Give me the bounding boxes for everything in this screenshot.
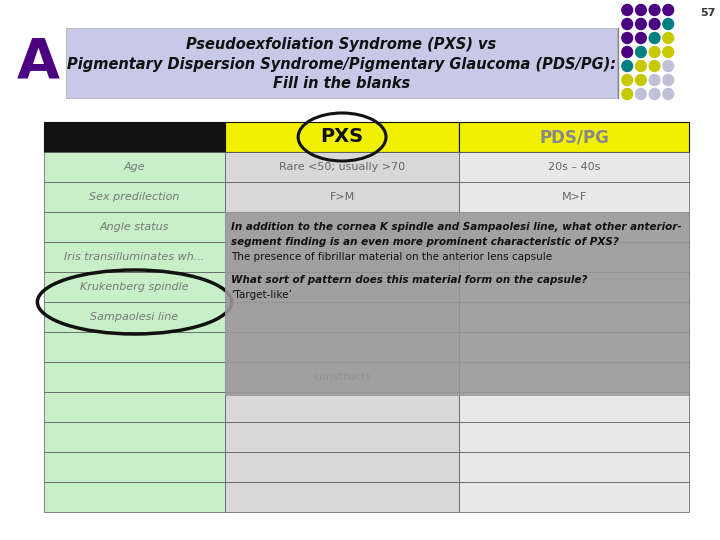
Text: A: A xyxy=(17,35,60,89)
Circle shape xyxy=(636,32,647,44)
Circle shape xyxy=(622,46,633,57)
Circle shape xyxy=(663,32,674,44)
FancyBboxPatch shape xyxy=(459,452,689,482)
FancyBboxPatch shape xyxy=(225,122,459,152)
Text: Angle status: Angle status xyxy=(100,222,169,232)
FancyBboxPatch shape xyxy=(459,362,689,392)
Text: segment finding is an even more prominent characteristic of PXS?: segment finding is an even more prominen… xyxy=(230,237,618,247)
Text: Pseudoexfoliation Syndrome (PXS) vs: Pseudoexfoliation Syndrome (PXS) vs xyxy=(186,37,497,51)
FancyBboxPatch shape xyxy=(225,332,459,362)
FancyBboxPatch shape xyxy=(459,242,689,272)
FancyBboxPatch shape xyxy=(225,362,459,392)
Text: ‘Target-like’: ‘Target-like’ xyxy=(230,290,292,300)
FancyBboxPatch shape xyxy=(44,302,225,332)
Circle shape xyxy=(663,4,674,16)
Circle shape xyxy=(649,46,660,57)
FancyBboxPatch shape xyxy=(44,152,225,182)
Circle shape xyxy=(649,89,660,99)
FancyBboxPatch shape xyxy=(459,152,689,182)
FancyBboxPatch shape xyxy=(44,212,225,242)
Text: M>F: M>F xyxy=(562,192,587,202)
FancyBboxPatch shape xyxy=(459,212,689,242)
Circle shape xyxy=(636,4,647,16)
Circle shape xyxy=(663,75,674,85)
FancyBboxPatch shape xyxy=(44,362,225,392)
Text: PDS/PG: PDS/PG xyxy=(539,128,609,146)
Circle shape xyxy=(649,32,660,44)
FancyBboxPatch shape xyxy=(225,482,459,512)
Text: Pigmentary Dispersion Syndrome/Pigmentary Glaucoma (PDS/PG):: Pigmentary Dispersion Syndrome/Pigmentar… xyxy=(67,57,616,71)
Text: F>M: F>M xyxy=(330,192,355,202)
FancyBboxPatch shape xyxy=(44,482,225,512)
FancyBboxPatch shape xyxy=(225,422,459,452)
Text: Rare <50; usually >70: Rare <50; usually >70 xyxy=(279,162,405,172)
Circle shape xyxy=(649,60,660,71)
FancyBboxPatch shape xyxy=(225,392,459,422)
Text: Iris transilluminates wh...: Iris transilluminates wh... xyxy=(64,252,204,262)
FancyBboxPatch shape xyxy=(225,452,459,482)
Text: 57: 57 xyxy=(700,8,715,18)
Circle shape xyxy=(622,89,633,99)
Text: PXS: PXS xyxy=(320,127,364,146)
Circle shape xyxy=(663,60,674,71)
Circle shape xyxy=(636,60,647,71)
Circle shape xyxy=(663,89,674,99)
Text: Fill in the blanks: Fill in the blanks xyxy=(273,77,410,91)
Text: In addition to the cornea K spindle and Sampaolesi line, what other anterior-: In addition to the cornea K spindle and … xyxy=(230,222,681,232)
Text: Sex predilection: Sex predilection xyxy=(89,192,180,202)
FancyBboxPatch shape xyxy=(44,392,225,422)
FancyBboxPatch shape xyxy=(44,332,225,362)
Circle shape xyxy=(622,4,633,16)
FancyBboxPatch shape xyxy=(459,482,689,512)
FancyBboxPatch shape xyxy=(459,122,689,152)
Circle shape xyxy=(663,46,674,57)
Circle shape xyxy=(622,18,633,30)
FancyBboxPatch shape xyxy=(459,332,689,362)
Text: The presence of fibrillar material on the anterior lens capsule: The presence of fibrillar material on th… xyxy=(230,252,552,262)
FancyBboxPatch shape xyxy=(44,452,225,482)
Circle shape xyxy=(649,75,660,85)
FancyBboxPatch shape xyxy=(44,242,225,272)
FancyBboxPatch shape xyxy=(225,242,459,272)
Text: constructs: constructs xyxy=(313,372,371,382)
Circle shape xyxy=(636,46,647,57)
FancyBboxPatch shape xyxy=(459,272,689,302)
FancyBboxPatch shape xyxy=(225,272,459,302)
FancyBboxPatch shape xyxy=(459,182,689,212)
FancyBboxPatch shape xyxy=(225,212,459,242)
FancyBboxPatch shape xyxy=(225,182,459,212)
FancyBboxPatch shape xyxy=(225,302,459,332)
Circle shape xyxy=(636,89,647,99)
Text: What sort of pattern does this material form on the capsule?: What sort of pattern does this material … xyxy=(230,275,587,285)
FancyBboxPatch shape xyxy=(225,152,459,182)
Circle shape xyxy=(649,4,660,16)
Text: Krukenberg spindle: Krukenberg spindle xyxy=(80,282,189,292)
Circle shape xyxy=(622,60,633,71)
Text: 20s – 40s: 20s – 40s xyxy=(548,162,600,172)
FancyBboxPatch shape xyxy=(459,302,689,332)
Circle shape xyxy=(649,18,660,30)
Circle shape xyxy=(636,18,647,30)
Circle shape xyxy=(622,32,633,44)
FancyBboxPatch shape xyxy=(44,122,225,152)
Circle shape xyxy=(636,75,647,85)
Text: Sampaolesi line: Sampaolesi line xyxy=(91,312,179,322)
Circle shape xyxy=(622,75,633,85)
FancyBboxPatch shape xyxy=(459,392,689,422)
FancyBboxPatch shape xyxy=(44,272,225,302)
FancyBboxPatch shape xyxy=(225,212,689,396)
FancyBboxPatch shape xyxy=(66,28,618,98)
FancyBboxPatch shape xyxy=(44,182,225,212)
Text: Age: Age xyxy=(124,162,145,172)
FancyBboxPatch shape xyxy=(459,422,689,452)
FancyBboxPatch shape xyxy=(44,422,225,452)
Circle shape xyxy=(663,18,674,30)
